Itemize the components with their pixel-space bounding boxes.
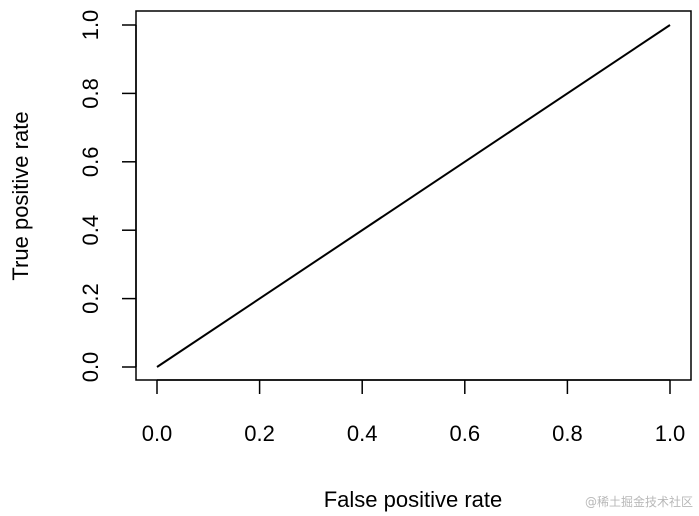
x-tick-label: 0.6 — [450, 421, 481, 446]
x-axis-title: False positive rate — [324, 487, 503, 512]
y-axis-title: True positive rate — [8, 111, 33, 280]
x-tick-label: 0.4 — [347, 421, 378, 446]
x-axis: 0.0 0.2 0.4 0.6 0.8 1.0 — [142, 379, 686, 446]
y-tick-label: 0.8 — [78, 78, 103, 109]
roc-curve-line — [156, 24, 671, 368]
y-tick-label: 0.0 — [78, 352, 103, 383]
y-tick-label: 0.4 — [78, 215, 103, 246]
y-tick-label: 1.0 — [78, 10, 103, 41]
x-tick-label: 0.8 — [552, 421, 583, 446]
x-tick-label: 0.0 — [142, 421, 173, 446]
y-axis: 0.0 0.2 0.4 0.6 0.8 1.0 — [78, 10, 137, 383]
y-tick-label: 0.2 — [78, 283, 103, 314]
watermark: @稀土掘金技术社区 — [584, 495, 693, 509]
x-tick-label: 0.2 — [244, 421, 275, 446]
y-tick-label: 0.6 — [78, 147, 103, 178]
series-layer — [156, 24, 671, 368]
x-tick-label: 1.0 — [655, 421, 686, 446]
